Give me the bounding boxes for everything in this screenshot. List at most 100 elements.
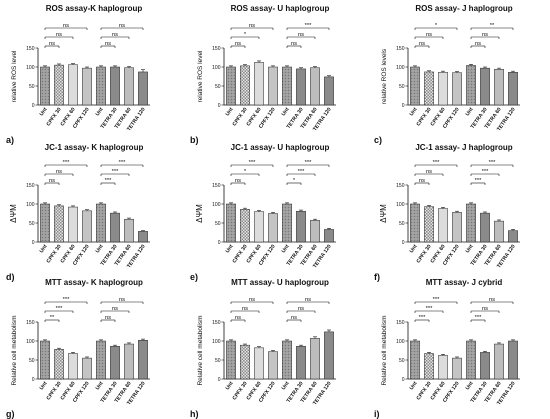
bar — [424, 206, 434, 243]
x-tick-label: Unt — [225, 243, 235, 254]
bar — [480, 212, 490, 243]
bar — [96, 203, 106, 243]
chart-title: ROS assay- U haplogroup — [231, 4, 330, 13]
chart-title: JC-1 assay- J haplogroup — [415, 143, 512, 152]
bar — [54, 349, 64, 380]
significance-label: ns — [482, 32, 488, 38]
x-tick-label: Unt — [39, 106, 49, 117]
significance-label: ns — [291, 41, 297, 47]
bar — [438, 72, 448, 106]
significance-label: ns — [119, 297, 125, 303]
significance-label: *** — [433, 297, 441, 303]
y-tick-label: 150 — [396, 46, 405, 52]
bar — [452, 72, 462, 106]
bar — [226, 203, 236, 243]
significance-label: *** — [305, 23, 313, 29]
bar — [68, 64, 78, 106]
significance-label: ns — [305, 297, 311, 303]
x-tick-label: Unt — [281, 106, 291, 117]
significance-label: *** — [433, 160, 441, 166]
significance-label: ns — [249, 297, 255, 303]
x-tick-label: Unt — [39, 243, 49, 254]
significance-label: ns — [489, 297, 495, 303]
significance-label: ns — [235, 178, 241, 184]
bar — [226, 340, 236, 380]
bar — [296, 68, 306, 106]
significance-label: *** — [426, 306, 434, 312]
significance-label: *** — [419, 315, 427, 321]
significance-label: *** — [249, 160, 257, 166]
y-axis-label: relative ROS level — [197, 50, 204, 103]
y-tick-label: 100 — [396, 339, 405, 345]
x-tick-label: Unt — [409, 243, 419, 254]
bar — [124, 67, 134, 106]
significance-label: * — [244, 32, 247, 38]
bar — [254, 62, 264, 106]
bar — [494, 343, 504, 380]
bar — [68, 353, 78, 380]
y-tick-label: 100 — [26, 339, 35, 345]
chart-panel: JC-1 assay- U haplogroup e) ΔΨM 0 50 100 150 Un… — [190, 143, 336, 282]
y-tick-label: 100 — [212, 339, 221, 345]
chart-title: JC-1 assay- U haplogroup — [231, 143, 330, 152]
bar — [508, 340, 518, 380]
bar — [240, 209, 250, 243]
y-tick-label: 0 — [402, 103, 405, 109]
significance-label: *** — [475, 315, 483, 321]
y-tick-label: 0 — [218, 377, 221, 383]
significance-label: * — [293, 178, 296, 184]
panel-label: i) — [374, 409, 380, 419]
bar — [138, 339, 148, 380]
chart-title: MTT assay- K haplogroup — [45, 278, 143, 287]
bar — [268, 66, 278, 106]
y-tick-label: 50 — [29, 221, 35, 227]
bar — [282, 203, 292, 243]
y-tick-label: 0 — [402, 240, 405, 246]
bar — [82, 67, 92, 106]
significance-label: *** — [305, 160, 313, 166]
y-tick-label: 0 — [32, 103, 35, 109]
x-tick-label: Unt — [95, 106, 105, 117]
bar — [410, 340, 420, 380]
significance-label: ns — [482, 306, 488, 312]
bar — [480, 352, 490, 380]
panel-label: e) — [190, 272, 198, 282]
significance-label: ns — [291, 315, 297, 321]
bar — [466, 65, 476, 106]
x-tick-label: Unt — [409, 380, 419, 391]
bar — [240, 65, 250, 106]
chart-title: JC-1 assay- K haplogroup — [45, 143, 144, 152]
significance-label: ns — [298, 306, 304, 312]
y-tick-label: 50 — [399, 358, 405, 364]
significance-label: ns — [49, 178, 55, 184]
y-tick-label: 100 — [396, 202, 405, 208]
y-tick-label: 50 — [215, 221, 221, 227]
x-tick-label: Unt — [95, 380, 105, 391]
bar — [54, 205, 64, 243]
significance-label: ns — [105, 41, 111, 47]
chart-panel: MTT assay- K haplogroup g) Relative cell m… — [6, 278, 150, 419]
bar — [68, 206, 78, 243]
y-axis-label: relative ROS levels — [381, 48, 388, 104]
bar — [466, 340, 476, 380]
bar — [410, 66, 420, 106]
chart-panel: ROS assay-K haplogroup a) relative ROS lev… — [6, 4, 150, 145]
significance-label: *** — [482, 169, 490, 175]
y-tick-label: 150 — [26, 320, 35, 326]
chart-title: ROS assay- J haplogroup — [415, 4, 512, 13]
panel-label: b) — [190, 135, 199, 145]
bar — [424, 71, 434, 106]
bar — [438, 208, 448, 243]
significance-label: *** — [56, 306, 64, 312]
y-axis-label: Relative cell metabolism — [11, 315, 18, 385]
y-tick-label: 50 — [399, 84, 405, 90]
significance-label: ns — [105, 315, 111, 321]
bar — [110, 346, 120, 380]
significance-label: ns — [426, 32, 432, 38]
significance-label: ns — [112, 32, 118, 38]
y-axis-label: ΔΨM — [379, 204, 388, 223]
bar — [508, 230, 518, 243]
bar — [40, 340, 50, 380]
bar — [254, 347, 264, 380]
panel-label: g) — [6, 409, 15, 419]
